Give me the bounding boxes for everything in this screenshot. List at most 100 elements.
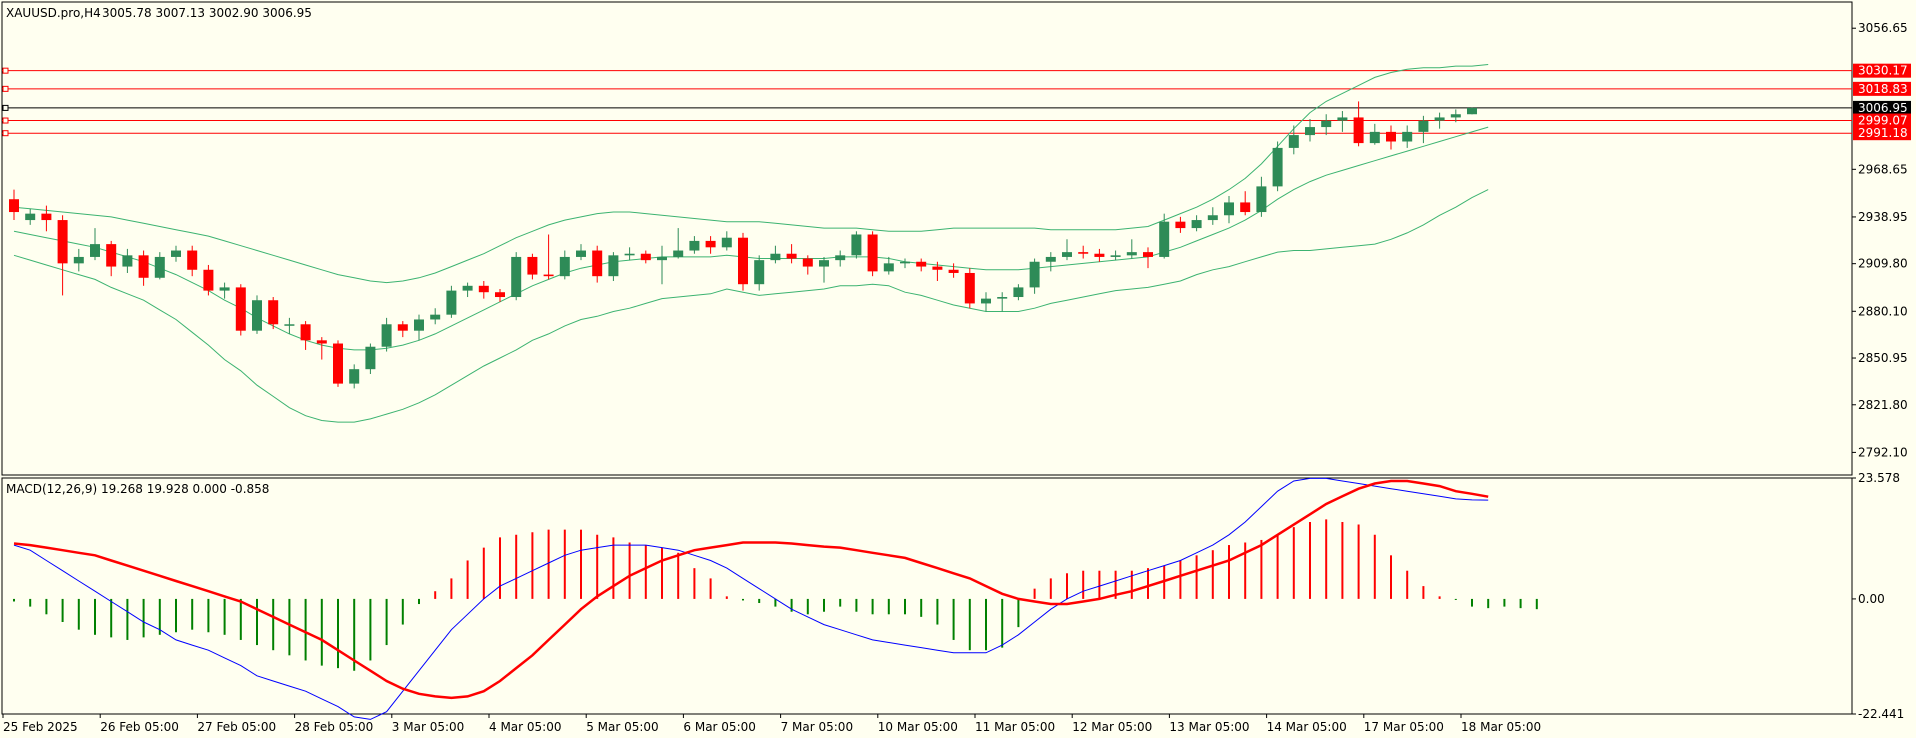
macd-tick-label: 23.578 [1858,471,1900,485]
candle-body [1240,202,1251,213]
time-tick-label: 10 Mar 05:00 [878,720,958,734]
candle-body [721,237,732,248]
candle-body [1256,186,1267,213]
candle-body [543,274,554,277]
candle-body [981,298,991,304]
price-level-tag-text: 2991.18 [1858,126,1908,140]
candle-body [705,240,716,248]
price-level-handle[interactable] [2,130,9,137]
candles [9,101,1477,389]
candle-body [1369,131,1380,144]
price-level-tag [1853,81,1911,96]
price-level-handle[interactable] [2,104,9,111]
time-tick-label: 5 Mar 05:00 [586,720,659,734]
candle-body [527,256,538,275]
price-tick-label: 3056.65 [1858,21,1908,35]
candle-body [754,260,765,285]
candle-body [397,324,408,331]
price-level-handle[interactable] [2,67,9,74]
candle-body [932,266,943,270]
candle-body [219,287,230,291]
candle-body [948,269,959,273]
candle-body [203,269,214,291]
macd-axis: 23.578 0.00 -22.441 [1852,471,1904,721]
candle-body [1159,221,1170,257]
price-pane-frame [1,1,1853,476]
time-tick-label: 27 Feb 05:00 [197,720,276,734]
candle-body [786,253,797,259]
candle-body [430,314,441,320]
candle-body [689,240,700,251]
price-axis: 3056.65 2968.65 2938.95 2909.80 2880.10 2850.… [1852,21,1908,459]
candle-body [657,256,667,261]
price-level-tag [1853,113,1911,128]
price-level-tag-text: 3030.17 [1858,64,1908,78]
price-level-tag [1853,63,1911,78]
macd-lines [13,477,1489,720]
candle-body [9,199,19,213]
time-tick-label: 26 Feb 05:00 [100,720,179,734]
candle-body [1078,252,1089,254]
candle-body [90,244,100,257]
candle-body [1029,261,1040,288]
candle-body [1288,135,1299,148]
candle-body [964,272,975,304]
candle-body [1062,252,1072,257]
candle-body [252,300,262,331]
candle-body [576,250,586,257]
macd-pane[interactable]: 23.578 0.00 -22.441 MACD(12,26,9) 19.268 1… [1,471,1904,721]
candle-body [57,220,68,264]
price-level-handle[interactable] [2,85,9,92]
candle-body [1110,255,1121,257]
candle-body [511,256,522,298]
price-level-handle[interactable] [2,117,9,124]
time-tick-label: 18 Mar 05:00 [1461,720,1541,734]
candle-body [73,256,84,264]
candle-body [624,253,635,256]
candle-body [1386,131,1396,142]
candle-body [446,290,457,315]
candle-body [738,237,748,285]
candle-body [1013,287,1024,298]
candle-body [770,253,781,261]
candle-body [1272,147,1283,187]
candle-body [608,255,619,277]
candle-body [640,253,651,261]
candle-body [1143,252,1153,257]
candle-body [300,324,311,341]
candle-body [1418,120,1429,132]
candle-body [1353,117,1364,144]
candle-body [802,258,813,267]
price-tick-label: 2909.80 [1858,257,1908,271]
macd-tick-label: 0.00 [1858,592,1885,606]
time-tick-label: 13 Mar 05:00 [1169,720,1249,734]
price-tick-label: 2938.95 [1858,210,1908,224]
candle-body [1402,131,1413,142]
candle-body [25,213,36,221]
candle-body [316,340,327,344]
candle-body [268,300,279,325]
candle-body [1094,253,1105,257]
time-tick-label: 17 Mar 05:00 [1364,720,1444,734]
candle-body [1450,114,1461,118]
candle-body [1337,117,1348,121]
price-tick-label: 2850.95 [1858,351,1908,365]
candle-body [997,297,1008,299]
candle-body [187,250,198,270]
time-tick-label: 7 Mar 05:00 [781,720,854,734]
candle-body [883,263,894,272]
candle-body [819,260,829,267]
candle-body [1045,256,1056,262]
candle-body [122,255,133,267]
candle-body [381,324,392,347]
candle-body [495,292,505,298]
macd-main-line [13,477,1489,720]
price-level-tag [1853,126,1911,141]
price-tick-label: 2792.10 [1858,445,1908,459]
candle-body [349,369,360,384]
candle-body [592,250,603,277]
macd-pane-frame [1,477,1853,715]
